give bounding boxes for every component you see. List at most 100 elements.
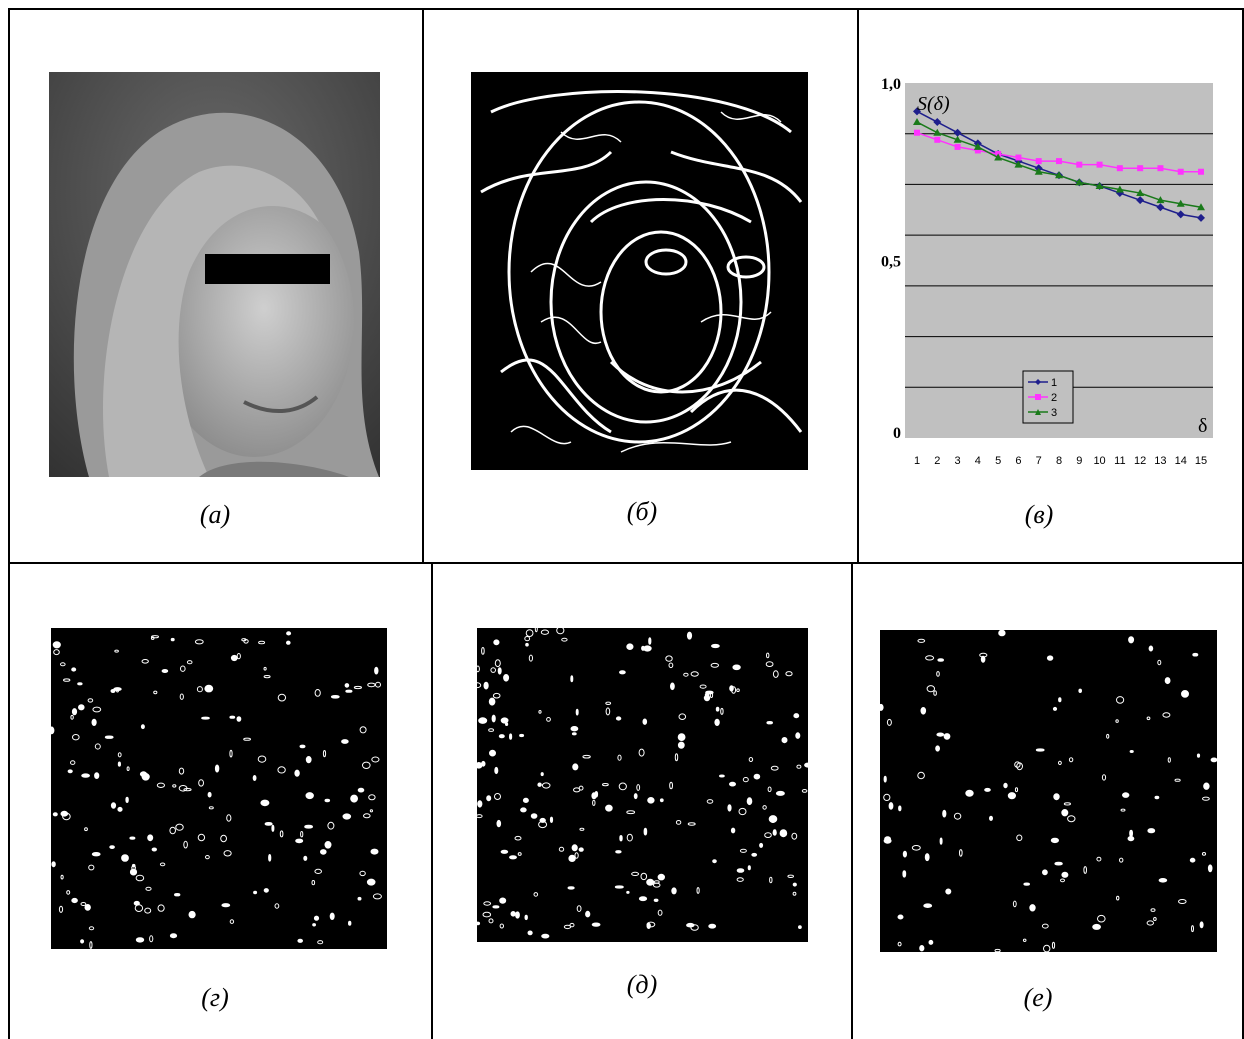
speckle xyxy=(771,819,775,823)
speckle xyxy=(204,684,214,693)
speckle xyxy=(525,642,529,647)
speckle xyxy=(1058,760,1062,766)
speckle xyxy=(1154,795,1160,800)
speckle xyxy=(683,672,689,677)
speckle xyxy=(499,923,504,929)
speckle xyxy=(367,682,376,688)
data-point xyxy=(1076,161,1083,168)
speckle xyxy=(633,793,638,800)
data-point xyxy=(1176,199,1185,207)
speckle xyxy=(477,921,481,926)
speckle xyxy=(1129,829,1134,838)
speckle xyxy=(371,756,380,763)
speckle xyxy=(558,846,565,852)
speckle xyxy=(924,853,930,862)
speckle xyxy=(140,724,145,730)
texture-dots-g xyxy=(51,631,382,949)
speckle xyxy=(690,924,699,931)
speckle xyxy=(1016,834,1023,842)
speckle xyxy=(80,939,85,944)
speckle xyxy=(370,848,379,855)
speckle xyxy=(311,880,316,886)
speckle xyxy=(736,868,745,873)
speckle xyxy=(638,896,648,902)
speckle xyxy=(804,762,808,768)
speckle xyxy=(94,743,101,750)
data-point xyxy=(1176,210,1185,219)
speckle xyxy=(670,682,675,691)
speckle xyxy=(121,854,129,862)
speckle xyxy=(517,852,522,856)
speckle xyxy=(80,902,87,906)
speckle xyxy=(314,868,323,874)
speckle xyxy=(70,760,76,765)
speckle xyxy=(942,809,947,818)
speckle xyxy=(1164,677,1171,685)
texture-image-e xyxy=(880,630,1217,952)
y-tick-label: 1,0 xyxy=(881,78,901,93)
data-point xyxy=(1095,181,1104,189)
speckle xyxy=(314,689,321,697)
speckle xyxy=(615,716,622,721)
speckle xyxy=(481,647,485,655)
speckle xyxy=(66,890,71,895)
speckle xyxy=(615,850,622,854)
speckle xyxy=(330,695,340,699)
speckle xyxy=(125,796,129,803)
legend-label: 2 xyxy=(1051,392,1057,404)
speckle xyxy=(229,715,236,719)
speckle xyxy=(1191,925,1194,933)
speckle xyxy=(71,667,77,672)
speckle xyxy=(179,693,184,700)
caption-v: (в) xyxy=(1024,500,1054,529)
speckle xyxy=(653,898,659,902)
speckle xyxy=(541,782,551,789)
speckle xyxy=(87,698,94,703)
speckle xyxy=(161,669,169,673)
y-axis-label: S(δ) xyxy=(917,93,950,115)
speckle xyxy=(528,654,534,662)
speckle xyxy=(959,849,963,857)
speckle xyxy=(746,797,753,806)
speckle xyxy=(785,671,793,677)
texture-dots-d xyxy=(477,628,808,939)
data-point xyxy=(934,136,941,143)
speckle xyxy=(104,735,114,739)
x-tick-label: 6 xyxy=(1015,455,1021,467)
speckle xyxy=(919,945,925,952)
speckle xyxy=(363,813,371,819)
speckle xyxy=(669,781,674,790)
speckle xyxy=(677,741,685,749)
speckle xyxy=(317,940,324,945)
speckle xyxy=(1043,944,1051,952)
speckle xyxy=(117,806,123,812)
x-tick-label: 2 xyxy=(934,455,940,467)
speckle xyxy=(1116,696,1125,704)
speckle xyxy=(496,819,502,828)
speckle xyxy=(157,904,165,912)
speckle xyxy=(953,812,962,820)
speckle xyxy=(159,862,166,867)
speckle xyxy=(505,722,509,726)
speckle xyxy=(1022,938,1027,942)
speckle xyxy=(368,794,376,801)
speckle xyxy=(575,708,579,716)
speckle xyxy=(305,756,312,764)
table-border-top xyxy=(8,8,1244,10)
speckle xyxy=(345,689,353,693)
speckle xyxy=(687,822,696,826)
speckle xyxy=(1083,866,1087,874)
speckle xyxy=(145,886,152,891)
speckle xyxy=(151,635,159,639)
speckle xyxy=(1196,753,1201,758)
data-point xyxy=(1197,213,1205,222)
speckle xyxy=(686,631,693,640)
speckle xyxy=(488,697,496,706)
x-tick-label: 7 xyxy=(1036,455,1042,467)
speckle xyxy=(114,649,119,653)
speckle xyxy=(491,714,496,723)
speckle xyxy=(1148,645,1154,652)
speckle xyxy=(715,706,720,712)
data-point xyxy=(974,147,981,154)
x-tick-label: 3 xyxy=(955,455,961,467)
